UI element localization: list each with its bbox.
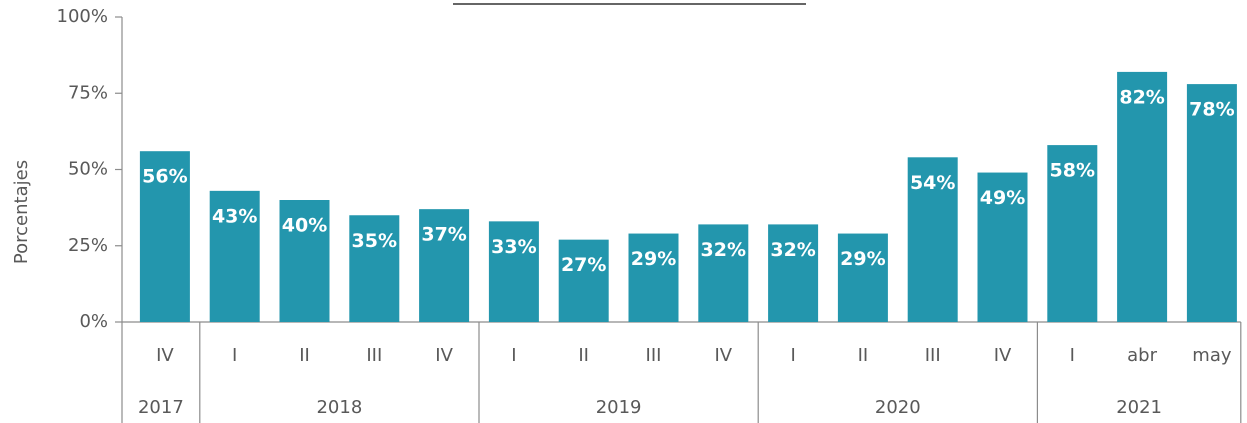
x-tick-label: abr bbox=[1127, 345, 1157, 366]
bar bbox=[698, 224, 749, 322]
value-label: 32% bbox=[770, 239, 815, 261]
x-tick-label: IV bbox=[714, 345, 732, 366]
bar bbox=[1047, 145, 1098, 322]
y-tick-label: 0% bbox=[79, 311, 108, 332]
group-label: 2020 bbox=[875, 397, 921, 418]
bar bbox=[628, 233, 679, 322]
y-tick-label: 25% bbox=[68, 235, 108, 256]
x-tick-label: I bbox=[511, 345, 516, 366]
value-label: 27% bbox=[561, 254, 606, 276]
y-tick-label: 100% bbox=[57, 6, 108, 27]
group-label: 2018 bbox=[316, 397, 362, 418]
bar bbox=[907, 157, 958, 322]
value-label: 29% bbox=[840, 248, 885, 270]
value-label: 40% bbox=[282, 215, 327, 237]
value-label: 56% bbox=[142, 166, 187, 188]
bar bbox=[558, 239, 609, 322]
x-tick-label: III bbox=[366, 345, 382, 366]
x-tick-label: I bbox=[790, 345, 795, 366]
bar bbox=[768, 224, 819, 322]
y-axis-label: Porcentajes bbox=[11, 160, 32, 264]
group-label: 2017 bbox=[138, 397, 184, 418]
value-label: 78% bbox=[1189, 99, 1234, 121]
bar bbox=[977, 172, 1028, 322]
bar bbox=[488, 221, 539, 322]
value-label: 82% bbox=[1119, 86, 1164, 108]
x-tick-label: II bbox=[299, 345, 310, 366]
value-label: 54% bbox=[910, 172, 955, 194]
bar bbox=[1186, 84, 1237, 322]
y-tick-label: 75% bbox=[68, 82, 108, 103]
x-tick-label: IV bbox=[994, 345, 1012, 366]
bar bbox=[1117, 71, 1168, 323]
x-tick-label: I bbox=[232, 345, 237, 366]
bar bbox=[279, 200, 330, 322]
x-tick-label: III bbox=[925, 345, 941, 366]
x-tick-label: II bbox=[578, 345, 589, 366]
group-label: 2021 bbox=[1116, 397, 1162, 418]
x-tick-label: I bbox=[1070, 345, 1075, 366]
value-label: 58% bbox=[1050, 160, 1095, 182]
value-label: 29% bbox=[631, 248, 676, 270]
bar bbox=[349, 215, 400, 322]
value-label: 33% bbox=[491, 236, 536, 258]
value-label: 32% bbox=[701, 239, 746, 261]
group-label: 2019 bbox=[596, 397, 642, 418]
bar bbox=[209, 190, 260, 322]
bar bbox=[837, 233, 888, 322]
y-tick-label: 50% bbox=[68, 159, 108, 180]
x-tick-label: may bbox=[1192, 345, 1232, 366]
value-label: 43% bbox=[212, 205, 257, 227]
x-tick-label: IV bbox=[435, 345, 453, 366]
bar bbox=[419, 209, 470, 322]
x-tick-label: II bbox=[858, 345, 869, 366]
x-tick-label: IV bbox=[156, 345, 174, 366]
bar bbox=[139, 151, 190, 322]
value-label: 35% bbox=[352, 230, 397, 252]
value-label: 49% bbox=[980, 187, 1025, 209]
x-tick-label: III bbox=[646, 345, 662, 366]
value-label: 37% bbox=[421, 224, 466, 246]
